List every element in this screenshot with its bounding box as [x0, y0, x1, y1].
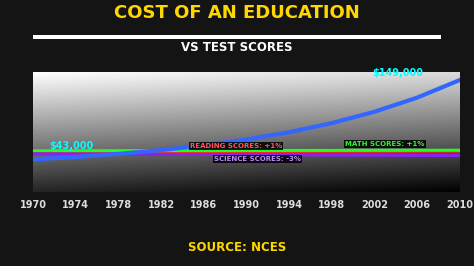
Text: 1986: 1986	[190, 200, 218, 210]
Text: COST OF AN EDUCATION: COST OF AN EDUCATION	[114, 4, 360, 22]
Text: SOURCE: NCES: SOURCE: NCES	[188, 241, 286, 254]
Text: 1982: 1982	[147, 200, 175, 210]
Text: SCIENCE SCORES: -3%: SCIENCE SCORES: -3%	[214, 156, 301, 162]
Text: 1974: 1974	[63, 200, 89, 210]
Text: $43,000: $43,000	[49, 141, 93, 151]
Text: 2002: 2002	[361, 200, 388, 210]
Text: MATH SCORES: +1%: MATH SCORES: +1%	[346, 141, 425, 147]
Text: 1998: 1998	[318, 200, 346, 210]
Text: 1970: 1970	[20, 200, 46, 210]
Text: VS TEST SCORES: VS TEST SCORES	[181, 41, 293, 54]
Text: $149,000: $149,000	[372, 68, 423, 78]
Text: 1994: 1994	[276, 200, 302, 210]
Text: 1990: 1990	[233, 200, 260, 210]
Text: 2006: 2006	[404, 200, 430, 210]
Text: READING SCORES: +1%: READING SCORES: +1%	[190, 143, 282, 149]
Text: 1978: 1978	[105, 200, 132, 210]
Text: 2010: 2010	[447, 200, 473, 210]
